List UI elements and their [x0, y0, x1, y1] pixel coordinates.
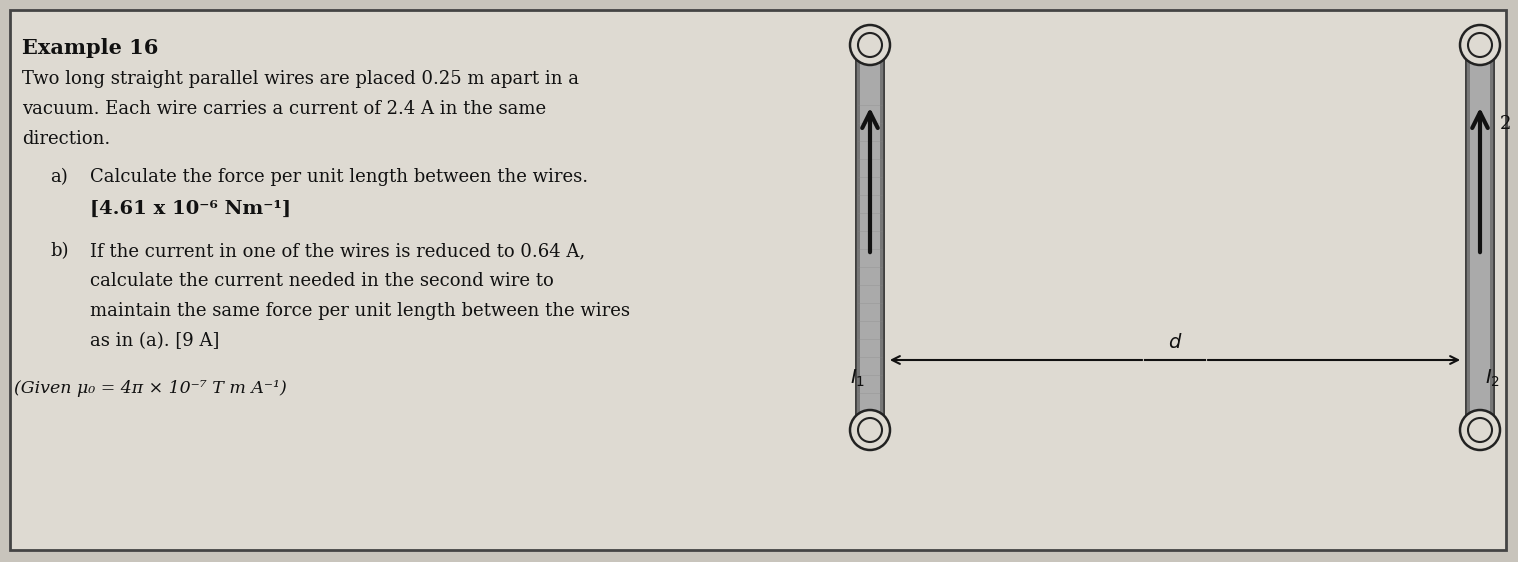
Bar — [856, 50, 883, 425]
Text: $d$: $d$ — [1167, 333, 1183, 352]
Circle shape — [1468, 33, 1492, 57]
Circle shape — [1460, 410, 1500, 450]
Text: (Given μ₀ = 4π × 10⁻⁷ T m A⁻¹): (Given μ₀ = 4π × 10⁻⁷ T m A⁻¹) — [14, 380, 287, 397]
Text: a): a) — [50, 168, 68, 186]
Circle shape — [850, 25, 890, 65]
Bar — [1466, 50, 1494, 425]
Bar — [1491, 50, 1494, 425]
Circle shape — [850, 410, 890, 450]
Circle shape — [858, 33, 882, 57]
Text: [4.61 x 10⁻⁶ Nm⁻¹]: [4.61 x 10⁻⁶ Nm⁻¹] — [90, 200, 291, 218]
Text: $I_2$: $I_2$ — [1485, 368, 1500, 389]
Text: If the current in one of the wires is reduced to 0.64 A,: If the current in one of the wires is re… — [90, 242, 584, 260]
Text: 2: 2 — [1500, 115, 1512, 133]
Text: as in (a). [9 A]: as in (a). [9 A] — [90, 332, 220, 350]
Text: calculate the current needed in the second wire to: calculate the current needed in the seco… — [90, 272, 554, 290]
Bar — [1466, 50, 1469, 425]
Text: vacuum. Each wire carries a current of 2.4 A in the same: vacuum. Each wire carries a current of 2… — [21, 100, 546, 118]
Text: Example 16: Example 16 — [21, 38, 158, 58]
Text: Calculate the force per unit length between the wires.: Calculate the force per unit length betw… — [90, 168, 587, 186]
Bar — [856, 50, 861, 425]
Text: $I_1$: $I_1$ — [850, 368, 865, 389]
Text: b): b) — [50, 242, 68, 260]
Circle shape — [1468, 418, 1492, 442]
Text: direction.: direction. — [21, 130, 111, 148]
Bar — [880, 50, 883, 425]
Text: Two long straight parallel wires are placed 0.25 m apart in a: Two long straight parallel wires are pla… — [21, 70, 578, 88]
Circle shape — [1460, 25, 1500, 65]
Circle shape — [858, 418, 882, 442]
Text: maintain the same force per unit length between the wires: maintain the same force per unit length … — [90, 302, 630, 320]
FancyBboxPatch shape — [11, 10, 1506, 550]
